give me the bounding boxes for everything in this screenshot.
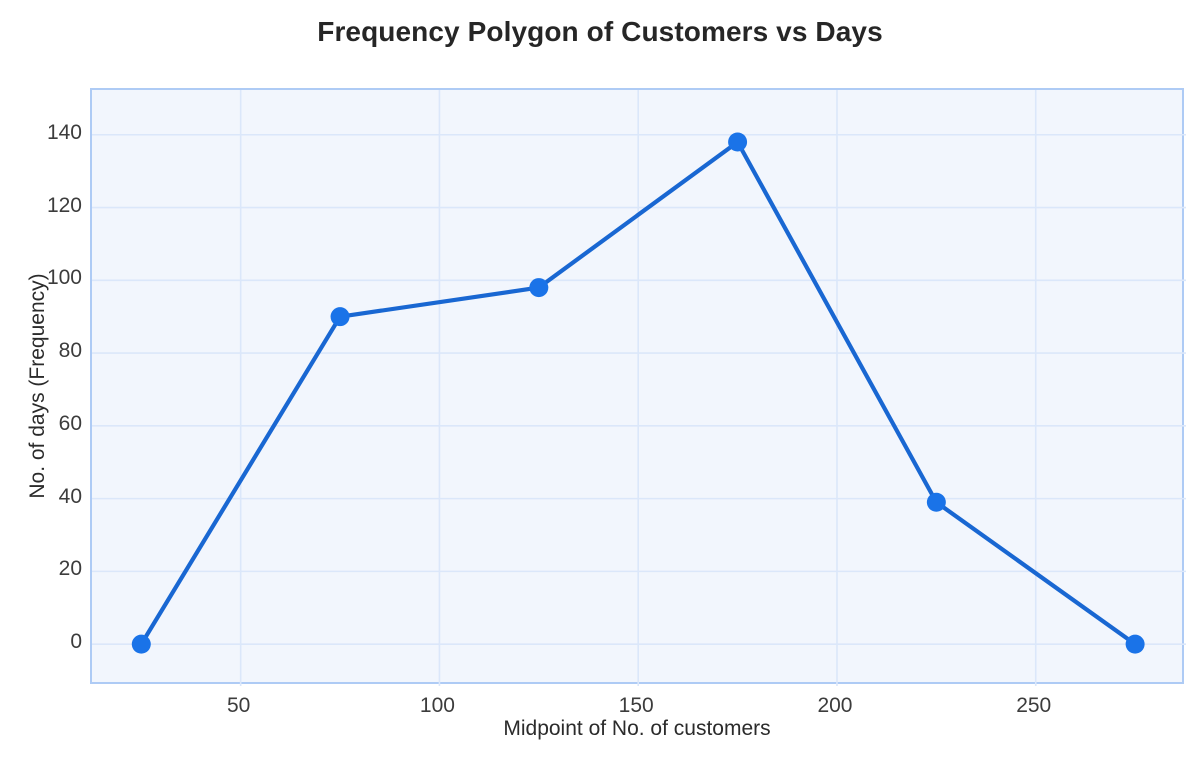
x-axis-label: Midpoint of No. of customers	[503, 717, 771, 740]
y-axis-label: No. of days (Frequency)	[26, 273, 49, 499]
data-point-markers	[131, 132, 1145, 654]
y-axis-tick-label: 60	[58, 411, 82, 435]
y-axis-tick-label: 20	[58, 557, 82, 581]
x-axis-tick-label: 200	[817, 694, 853, 717]
frequency-polygon-line	[139, 139, 1138, 647]
data-point-marker[interactable]	[330, 307, 350, 327]
gridlines-vertical	[239, 90, 1037, 686]
data-point-marker[interactable]	[1125, 634, 1145, 654]
data-point-marker[interactable]	[529, 278, 549, 298]
y-axis-tick-label: 120	[46, 193, 82, 217]
data-point-marker[interactable]	[728, 132, 748, 152]
x-axis-tick-label: 250	[1016, 694, 1052, 717]
data-point-marker[interactable]	[926, 492, 946, 512]
y-axis-tick-labels: 0 20 40 60 80 100 120 140	[0, 0, 82, 761]
plot-area	[90, 88, 1186, 686]
x-axis-tick-label: 150	[618, 694, 654, 717]
x-axis-tick-label: 100	[419, 694, 455, 717]
data-point-marker[interactable]	[131, 634, 151, 654]
plot-svg	[92, 90, 1186, 686]
chart-title: Frequency Polygon of Customers vs Days	[317, 16, 883, 47]
y-axis-tick-label: 80	[58, 339, 82, 363]
y-axis-tick-label: 0	[70, 630, 82, 654]
x-axis-tick-label: 50	[226, 694, 251, 717]
x-axis-tick-labels: 50 100 150 200 250	[0, 694, 1200, 724]
y-axis-tick-label: 140	[46, 120, 82, 144]
y-axis-tick-label: 40	[58, 484, 82, 508]
y-axis-tick-label: 100	[46, 266, 82, 290]
